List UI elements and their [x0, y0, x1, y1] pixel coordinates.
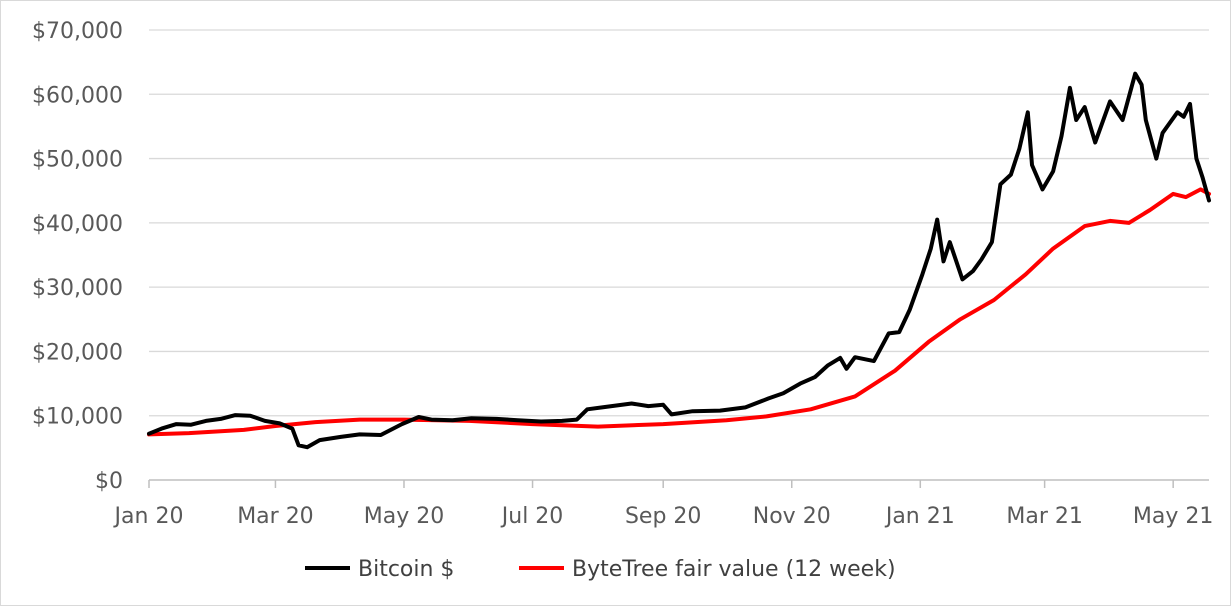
gridlines	[149, 29, 1209, 417]
x-tick-label: Nov 20	[753, 504, 831, 529]
x-tick-label: Jan 21	[884, 504, 955, 529]
x-tick-label: Jan 20	[113, 504, 184, 529]
x-tick-label: May 21	[1133, 504, 1213, 529]
legend: Bitcoin $ ByteTree fair value (12 week)	[305, 557, 896, 582]
y-tick-label: $30,000	[32, 276, 123, 301]
x-tick-label: May 20	[364, 504, 444, 529]
series-layer	[147, 71, 1211, 450]
y-tick-label: $10,000	[32, 405, 123, 430]
y-tick-label: $0	[95, 469, 123, 494]
x-tick-label: Mar 21	[1006, 504, 1083, 529]
series-line-0	[147, 71, 1211, 450]
x-tick-label: Mar 20	[237, 504, 314, 529]
y-tick-label: $40,000	[32, 212, 123, 237]
y-axis-ticks: $0 $10,000 $20,000 $30,000 $40,000 $50,000 $60…	[32, 19, 123, 494]
y-tick-label: $50,000	[32, 148, 123, 173]
y-tick-label: $20,000	[32, 340, 123, 365]
legend-label: ByteTree fair value (12 week)	[572, 557, 896, 582]
y-tick-label: $70,000	[32, 19, 123, 44]
x-tick-label: Jul 20	[500, 504, 564, 529]
x-axis: Jan 20 Mar 20 May 20 Jul 20 Sep 20 Nov 20 Jan …	[113, 479, 1213, 529]
series-line-1	[147, 187, 1211, 437]
x-tick-label: Sep 20	[625, 504, 701, 529]
legend-label: Bitcoin $	[358, 557, 454, 582]
y-tick-label: $60,000	[32, 83, 123, 108]
